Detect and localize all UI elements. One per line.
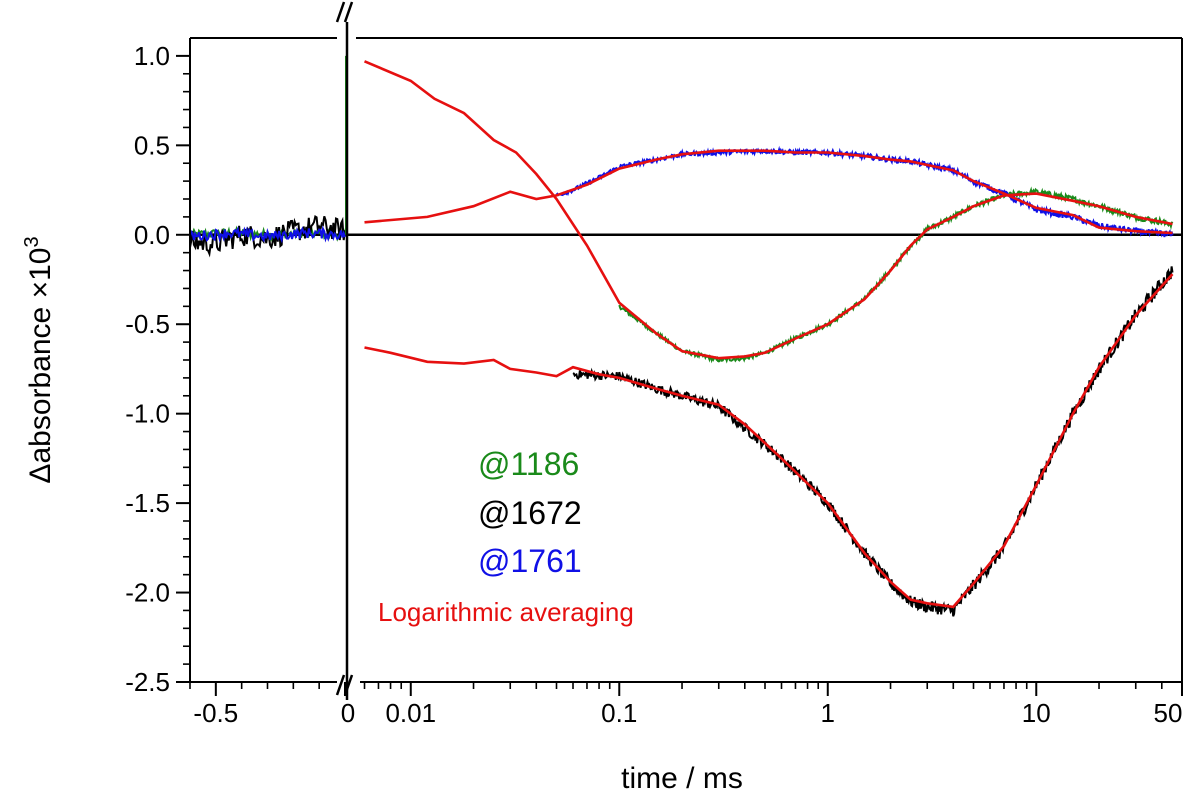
y-tick-label: 1.0 [134, 41, 170, 71]
trace-1761-pretrigger [189, 225, 346, 244]
y-tick-label: 0.5 [134, 130, 170, 160]
x-tick-label-linear: -0.5 [193, 698, 238, 728]
axis-break-mark-3 [335, 674, 346, 696]
series-layer [189, 55, 1174, 617]
y-tick-label: -2.5 [125, 667, 170, 697]
y-tick-label: 0.0 [134, 220, 170, 250]
y-axis-title-main: Δabsorbance ×10 [24, 248, 57, 484]
averaging-annotation: Logarithmic averaging [378, 597, 634, 627]
axis-break-mark-4 [343, 674, 354, 696]
legend-entry-1761: @1761 [478, 543, 582, 579]
y-axis-title-exponent: 3 [21, 236, 43, 247]
x-axis-title: time / ms [621, 762, 743, 795]
y-tick-label: -2.0 [125, 578, 170, 608]
averaged-line-2 [364, 149, 1173, 235]
x-tick-label-log: 0.01 [385, 698, 436, 728]
x-tick-label-log: 0.1 [601, 698, 637, 728]
legend-entry-1186: @1186 [478, 446, 579, 482]
x-tick-label-linear: 0 [341, 698, 355, 728]
y-tick-label: -0.5 [125, 309, 170, 339]
y-tick-label: -1.5 [125, 488, 170, 518]
y-tick-label: -1.0 [125, 399, 170, 429]
axis-break-mark-1 [335, 1, 346, 23]
ticks-layer [176, 54, 1183, 696]
legend-entry-1672: @1672 [478, 495, 582, 531]
tick-labels-layer: 1.0 0.5 0.0 -0.5 -1.0 -1.5 -2.0 -2.5 -0.5 0 0.01 0.… [125, 41, 1182, 728]
y-axis-title: Δabsorbance ×103 [21, 236, 57, 483]
averaged-layer [363, 60, 1174, 609]
x-tick-label-log: 10 [1022, 698, 1051, 728]
averaged-line-3 [364, 273, 1174, 609]
x-tick-label-log: 1 [821, 698, 835, 728]
averaged-line-1 [363, 60, 1173, 360]
x-tick-label-log: 50 [1154, 698, 1183, 728]
axis-break-mark-2 [343, 1, 354, 23]
trace-1186 [618, 186, 1174, 364]
